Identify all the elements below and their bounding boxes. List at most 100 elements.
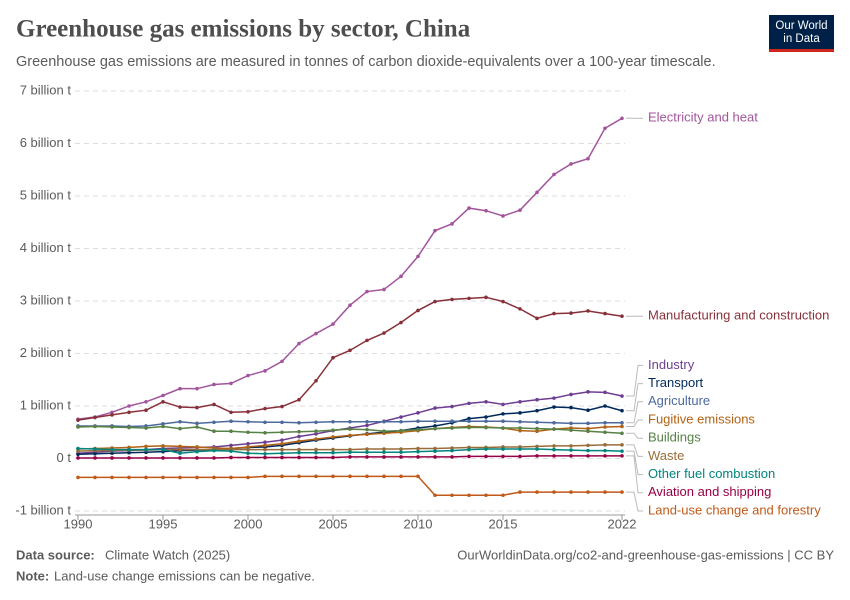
data-point <box>433 449 437 453</box>
data-point <box>314 455 318 460</box>
data-point <box>76 475 80 480</box>
data-point <box>76 449 80 453</box>
data-point <box>314 420 318 425</box>
data-point <box>144 400 148 404</box>
data-point <box>382 455 386 459</box>
data-point <box>297 397 301 402</box>
y-tick-label: 7 billion t <box>20 82 72 97</box>
data-point <box>246 455 250 460</box>
data-point <box>331 355 335 360</box>
data-point <box>127 404 131 408</box>
data-point <box>603 448 607 453</box>
data-point <box>348 427 352 431</box>
data-point <box>535 490 539 494</box>
data-point <box>552 311 556 316</box>
data-point <box>331 435 335 439</box>
note-label: Note: <box>16 568 49 583</box>
data-point <box>76 418 80 422</box>
data-point <box>535 420 539 425</box>
data-point <box>416 474 420 479</box>
data-point <box>535 444 539 449</box>
data-point <box>314 447 318 452</box>
data-point <box>144 447 148 452</box>
data-point <box>365 474 369 479</box>
data-point <box>399 274 403 279</box>
data-point <box>518 307 522 311</box>
data-point <box>110 410 114 415</box>
data-point <box>586 448 590 453</box>
legend-label: Transport <box>648 375 704 390</box>
logo-text: Our World <box>775 20 827 32</box>
data-point <box>484 419 488 424</box>
data-point <box>178 456 182 460</box>
data-point <box>280 420 284 425</box>
y-tick-label: 2 billion t <box>20 345 72 360</box>
data-point <box>144 475 148 480</box>
legend-label: Other fuel combustion <box>648 466 775 481</box>
data-point <box>195 386 199 391</box>
data-point <box>501 447 505 451</box>
data-point <box>229 381 233 386</box>
data-point <box>416 254 420 259</box>
data-point <box>518 428 522 433</box>
data-point <box>348 455 352 459</box>
data-point <box>76 425 80 429</box>
data-point <box>229 429 233 434</box>
data-point <box>620 394 624 398</box>
data-point <box>280 442 284 446</box>
data-point <box>467 401 471 406</box>
data-point <box>382 474 386 479</box>
data-point <box>93 475 97 480</box>
data-point <box>569 448 573 452</box>
data-point <box>314 379 318 383</box>
data-point <box>467 447 471 452</box>
data-point <box>93 415 97 420</box>
legend-connector <box>626 450 643 476</box>
url-license[interactable]: OurWorldinData.org/co2-and-greenhouse-ga… <box>457 547 834 562</box>
data-point <box>229 410 233 415</box>
data-point <box>314 474 318 479</box>
data-point <box>399 474 403 479</box>
data-point <box>212 475 216 480</box>
data-point <box>501 214 505 218</box>
logo[interactable] <box>769 15 834 52</box>
data-point <box>297 455 301 460</box>
data-point <box>127 475 131 480</box>
data-point <box>586 390 590 394</box>
x-tick-label: 1995 <box>149 516 178 531</box>
data-point <box>501 412 505 416</box>
data-point <box>450 404 454 409</box>
data-point <box>569 405 573 410</box>
data-point <box>603 390 607 395</box>
data-point <box>178 405 182 409</box>
data-point <box>467 454 471 459</box>
data-point <box>603 421 607 425</box>
data-point <box>484 493 488 498</box>
data-point <box>433 406 437 410</box>
data-point <box>569 444 573 448</box>
legend-connector <box>626 419 643 427</box>
data-point <box>382 331 386 335</box>
data-point <box>399 428 403 433</box>
legend-connector <box>626 491 643 512</box>
y-tick-label: 3 billion t <box>20 292 72 307</box>
data-point <box>620 408 624 413</box>
data-point <box>552 421 556 425</box>
legend-label: Manufacturing and construction <box>648 308 829 323</box>
data-point <box>535 190 539 195</box>
data-point <box>433 228 437 233</box>
data-point <box>212 429 216 434</box>
data-point <box>331 450 335 455</box>
chart-subtitle: Greenhouse gas emissions are measured in… <box>16 54 716 70</box>
data-point <box>144 426 148 430</box>
data-point <box>178 419 182 424</box>
data-point <box>76 452 80 457</box>
data-point <box>535 454 539 458</box>
legend-connector <box>626 401 643 424</box>
data-point <box>620 454 624 458</box>
data-point <box>297 429 301 434</box>
data-point <box>586 426 590 431</box>
source-label: Data source: <box>16 547 95 562</box>
data-point <box>569 392 573 397</box>
data-point <box>416 411 420 415</box>
